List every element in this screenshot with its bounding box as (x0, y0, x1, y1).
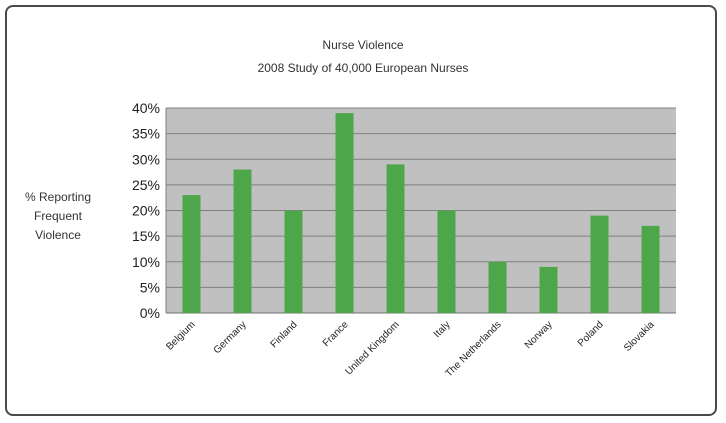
x-tick-label: Norway (523, 319, 555, 351)
bar-italy (437, 210, 456, 313)
y-tick-label: 10% (132, 254, 160, 270)
bar-belgium (182, 195, 201, 313)
y-tick-label: 20% (132, 203, 160, 219)
bar-germany (233, 169, 252, 313)
bar-united-kingdom (386, 164, 405, 313)
x-tick-label: Italy (432, 319, 453, 340)
bar-france (335, 113, 354, 313)
x-tick-label: United Kingdom (344, 319, 402, 377)
x-tick-label: Belgium (164, 319, 197, 352)
y-tick-label: 15% (132, 228, 160, 244)
x-tick-label: The Netherlands (444, 319, 504, 379)
x-tick-label: France (321, 319, 351, 349)
y-tick-label: 40% (132, 100, 160, 116)
bar-slovakia (641, 225, 660, 313)
chart-subtitle: 2008 Study of 40,000 European Nurses (257, 61, 469, 75)
bar-the-netherlands (488, 261, 507, 313)
x-tick-label: Germany (212, 319, 249, 356)
y-axis-label-line-2: Frequent (33, 209, 83, 223)
y-axis-label-line-3: Violence (35, 228, 81, 242)
x-tick-label: Poland (576, 319, 606, 349)
y-tick-label: 25% (132, 177, 160, 193)
y-axis-label: % Reporting Frequent Violence (10, 188, 106, 245)
bar-finland (284, 210, 303, 313)
x-tick-label: Finland (269, 319, 300, 350)
y-tick-label: 0% (140, 305, 160, 321)
y-tick-label: 5% (140, 279, 160, 295)
x-tick-label: Slovakia (622, 319, 657, 354)
y-tick-label: 30% (132, 151, 160, 167)
bar-norway (539, 266, 558, 313)
bar-poland (590, 215, 609, 313)
y-tick-label: 35% (132, 126, 160, 142)
chart-title: Nurse Violence (322, 38, 404, 52)
y-axis-label-line-1: % Reporting (24, 190, 92, 204)
